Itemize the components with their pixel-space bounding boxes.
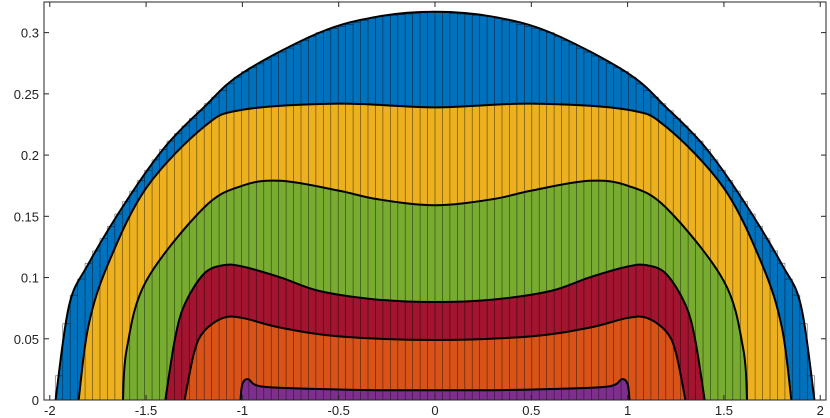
layer-curve-5: [239, 378, 631, 401]
axes: -2 -1.5 -1 -0.5 0 0.5 1 1.5 2 0 0.05 0.1 0.15 0.2 0.25…: [14, 1, 827, 418]
layer-curve-2: [121, 179, 749, 401]
x-tick-label-7: 1.5: [715, 403, 733, 418]
layer-fill-5: [240, 379, 630, 400]
layer-curve-1: [77, 102, 793, 401]
x-tick-label-0: -2: [44, 403, 56, 418]
curve-group: [54, 10, 816, 401]
y-tick-label-4: 0.2: [21, 148, 39, 163]
y-tick-label-1: 0.05: [14, 332, 39, 347]
layer-curve-4: [183, 315, 687, 401]
x-tick-label-1: -1.5: [135, 403, 157, 418]
layer-curve-0: [54, 10, 816, 401]
x-tick-label-4: 0: [431, 403, 438, 418]
layer-curve-3: [164, 263, 706, 401]
y-tick-label-5: 0.25: [14, 87, 39, 102]
x-tick-label-3: -0.5: [327, 403, 349, 418]
x-tick-label-8: 2: [817, 403, 824, 418]
y-tick-label-6: 0.3: [21, 26, 39, 41]
y-tick-label-2: 0.1: [21, 271, 39, 286]
y-tick-label-0: 0: [32, 393, 39, 408]
x-tick-label-5: 0.5: [522, 403, 540, 418]
y-tick-label-3: 0.15: [14, 209, 39, 224]
x-tick-label-6: 1: [624, 403, 631, 418]
x-tick-label-2: -1: [237, 403, 249, 418]
